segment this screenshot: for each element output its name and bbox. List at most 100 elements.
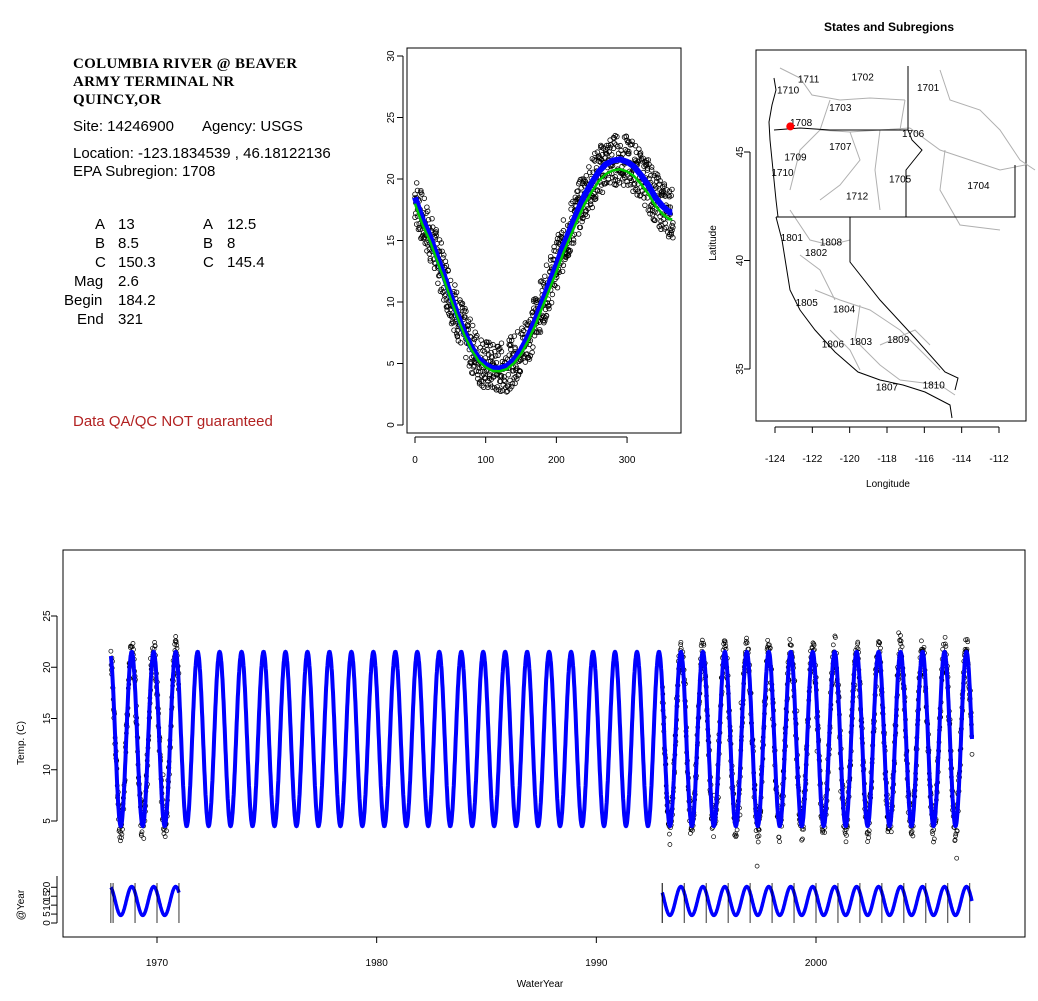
param-name: C [203, 254, 214, 271]
ts-observed-point [876, 639, 881, 644]
ts-observed-point [119, 835, 124, 841]
observed-point [433, 227, 439, 233]
ts-observed-point [876, 640, 882, 645]
ts-observed-point [855, 639, 861, 645]
observed-point [509, 383, 515, 390]
observed-point [655, 175, 662, 181]
map-x-axis: -124 -122 -120 -118 -116 -114 -112 [765, 426, 1009, 465]
observed-point [449, 318, 455, 325]
ts-observed-point [899, 644, 905, 649]
observed-point [611, 135, 617, 141]
ts-observed-point [910, 833, 916, 839]
subregion-label: 1804 [833, 305, 856, 316]
epa-subregion: EPA Subregion: 1708 [73, 163, 216, 180]
y-tick-label: 15 [386, 235, 397, 247]
ts-observed-point [878, 645, 883, 651]
ts-observed-point [931, 836, 937, 842]
ts-observed-point [701, 642, 707, 648]
observed-point [549, 291, 556, 298]
param-value: 184.2 [118, 292, 156, 309]
ts-observed-point [969, 751, 975, 757]
observed-point [448, 312, 455, 318]
ts-observed-point [898, 633, 903, 638]
observed-point [582, 211, 589, 218]
observed-point [445, 267, 451, 273]
observed-point [507, 377, 513, 384]
subregion-label: 1710 [771, 168, 794, 179]
observed-point [592, 196, 598, 203]
ts-observed-point [723, 643, 729, 649]
x-tick-label: 200 [548, 455, 565, 466]
ts-observed-point [855, 641, 860, 647]
observed-point [670, 220, 676, 226]
observed-point [629, 141, 635, 148]
observed-point [427, 256, 433, 262]
y-tick-label: 30 [386, 50, 397, 62]
subregion-label: 1805 [796, 298, 819, 309]
ts-observed-point [744, 635, 749, 641]
site-id: Site: 14246900 [73, 118, 174, 135]
observed-point [642, 202, 648, 208]
observed-point [570, 240, 577, 246]
ts-observed-point [722, 640, 728, 646]
observed-point [626, 138, 632, 145]
observed-point [417, 226, 423, 232]
subregion-label: 1802 [805, 248, 828, 259]
observed-point [502, 378, 508, 385]
ts-observed-point [811, 642, 817, 648]
observed-point [579, 218, 585, 225]
ts-y-tick-label: 15 [42, 713, 53, 725]
x-tick-label: 0 [412, 455, 418, 466]
observed-point [464, 322, 471, 328]
observed-point [474, 332, 480, 339]
observed-point [433, 229, 439, 235]
observed-point [507, 342, 513, 349]
observed-point [470, 322, 476, 329]
observed-point [520, 331, 526, 337]
observed-point [414, 180, 420, 186]
subregion-label: 1710 [777, 85, 800, 96]
ts-observed-point [141, 836, 147, 841]
observed-point [537, 327, 543, 333]
ts-observed-point [118, 838, 123, 844]
observed-point [652, 209, 658, 215]
observed-point [526, 356, 533, 362]
subregion-label: 1709 [784, 153, 807, 164]
ts-observed-point [756, 827, 762, 833]
observed-point [475, 368, 482, 375]
observed-point [542, 306, 549, 313]
y-tick-label: 0 [386, 422, 397, 428]
map-y-tick-label: 45 [735, 146, 746, 158]
observed-point [418, 187, 424, 194]
ts-observed-point [777, 839, 782, 845]
observed-point [653, 183, 659, 190]
ts-observed-point [942, 634, 948, 640]
observed-point [438, 240, 444, 246]
ts-observed-point [776, 834, 782, 840]
observed-point [648, 172, 654, 179]
observed-point [462, 305, 468, 312]
observed-point [628, 177, 634, 184]
param-value: 13 [118, 216, 135, 233]
observed-point [436, 237, 443, 243]
observed-point [511, 333, 517, 339]
observed-point [623, 133, 629, 140]
observed-point [641, 195, 647, 201]
observed-point [457, 297, 463, 303]
observed-point [560, 227, 567, 234]
subregion-label: 1808 [820, 237, 843, 248]
observed-point [670, 234, 676, 241]
ts-observed-point [929, 829, 935, 834]
observed-point [598, 159, 604, 166]
observed-point [651, 182, 657, 188]
ts-y-tick-label: 20 [42, 661, 53, 673]
ts-observed-point [830, 642, 836, 648]
observed-point [425, 216, 432, 223]
annual-plot-frame [406, 47, 682, 434]
param-value: 150.3 [118, 254, 156, 271]
ts-observed-point [767, 645, 773, 651]
observed-point [498, 373, 505, 379]
observed-point [649, 164, 655, 170]
observed-point [425, 208, 431, 214]
subregion-map: States and Subregions 1711 17021701171017… [708, 20, 1036, 490]
